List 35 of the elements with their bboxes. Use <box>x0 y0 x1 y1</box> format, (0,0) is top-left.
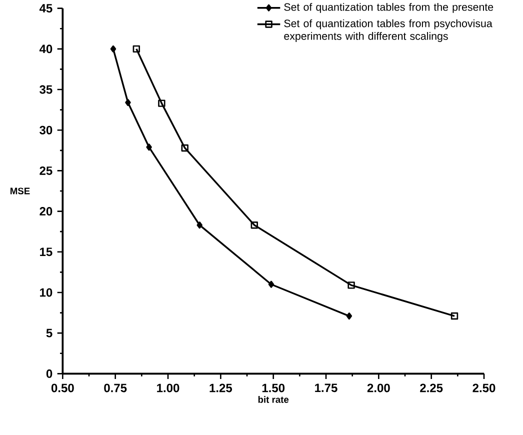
point <box>125 98 131 106</box>
x-tick-label: 1.75 <box>315 384 338 392</box>
x-tick-label: 2.50 <box>472 384 496 392</box>
y-tick-label: 25 <box>40 166 52 175</box>
point <box>348 282 355 289</box>
point <box>158 100 166 107</box>
y-tick-label: 0 <box>46 369 52 378</box>
legend-label: Set of quantization tables from psychovisua experiments with different scalings <box>284 19 492 42</box>
y-axis-title: MSE <box>10 188 30 194</box>
y-tick-label: 40 <box>39 44 52 54</box>
point <box>110 45 116 52</box>
point <box>450 312 458 320</box>
y-tick-label: 35 <box>40 85 52 94</box>
point <box>346 312 352 320</box>
point <box>196 222 202 229</box>
y-tick-label: 20 <box>40 207 52 216</box>
point <box>181 144 188 152</box>
x-tick-label: 0.50 <box>51 384 74 392</box>
x-tick-label: 1.25 <box>210 384 232 392</box>
y-tick-label: 30 <box>40 126 52 134</box>
x-axis-title: bit rate <box>258 396 289 403</box>
y-tick-label: 45 <box>39 4 52 13</box>
x-tick-label: 2.00 <box>367 384 390 392</box>
y-tick-label: 15 <box>40 248 52 256</box>
y-tick-label: 10 <box>40 288 52 297</box>
x-tick-label: 0.75 <box>104 384 127 392</box>
point <box>250 221 258 229</box>
point <box>268 280 274 288</box>
legend-label: Set of quantization tables from the presente <box>284 2 494 13</box>
x-tick-label: 1.00 <box>157 384 180 392</box>
point <box>146 144 152 151</box>
x-tick-label: 2.25 <box>420 384 443 392</box>
y-tick-label: 5 <box>46 328 52 338</box>
point <box>132 45 140 53</box>
x-tick-label: 1.50 <box>262 384 285 392</box>
